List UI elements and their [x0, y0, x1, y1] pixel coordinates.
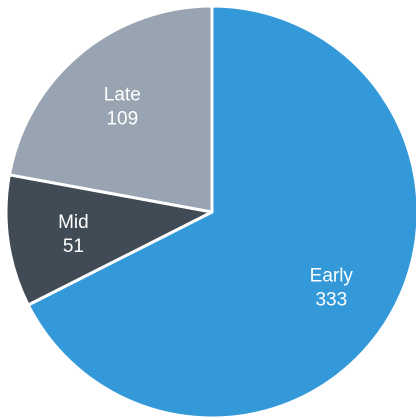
slice-value-mid: 51 — [63, 236, 84, 257]
slice-value-late: 109 — [106, 108, 138, 129]
slice-label-early: Early — [310, 265, 354, 286]
pie-slice-early — [26, 4, 416, 419]
slice-label-late: Late — [104, 84, 141, 105]
pie-slices — [4, 4, 416, 419]
pie-slice-late — [7, 4, 214, 214]
slice-value-early: 333 — [315, 289, 347, 310]
slice-label-mid: Mid — [58, 212, 89, 233]
pie-labels: Early 333 Mid 51 Late 109 — [58, 84, 353, 310]
pie-slice-mid — [4, 173, 214, 307]
